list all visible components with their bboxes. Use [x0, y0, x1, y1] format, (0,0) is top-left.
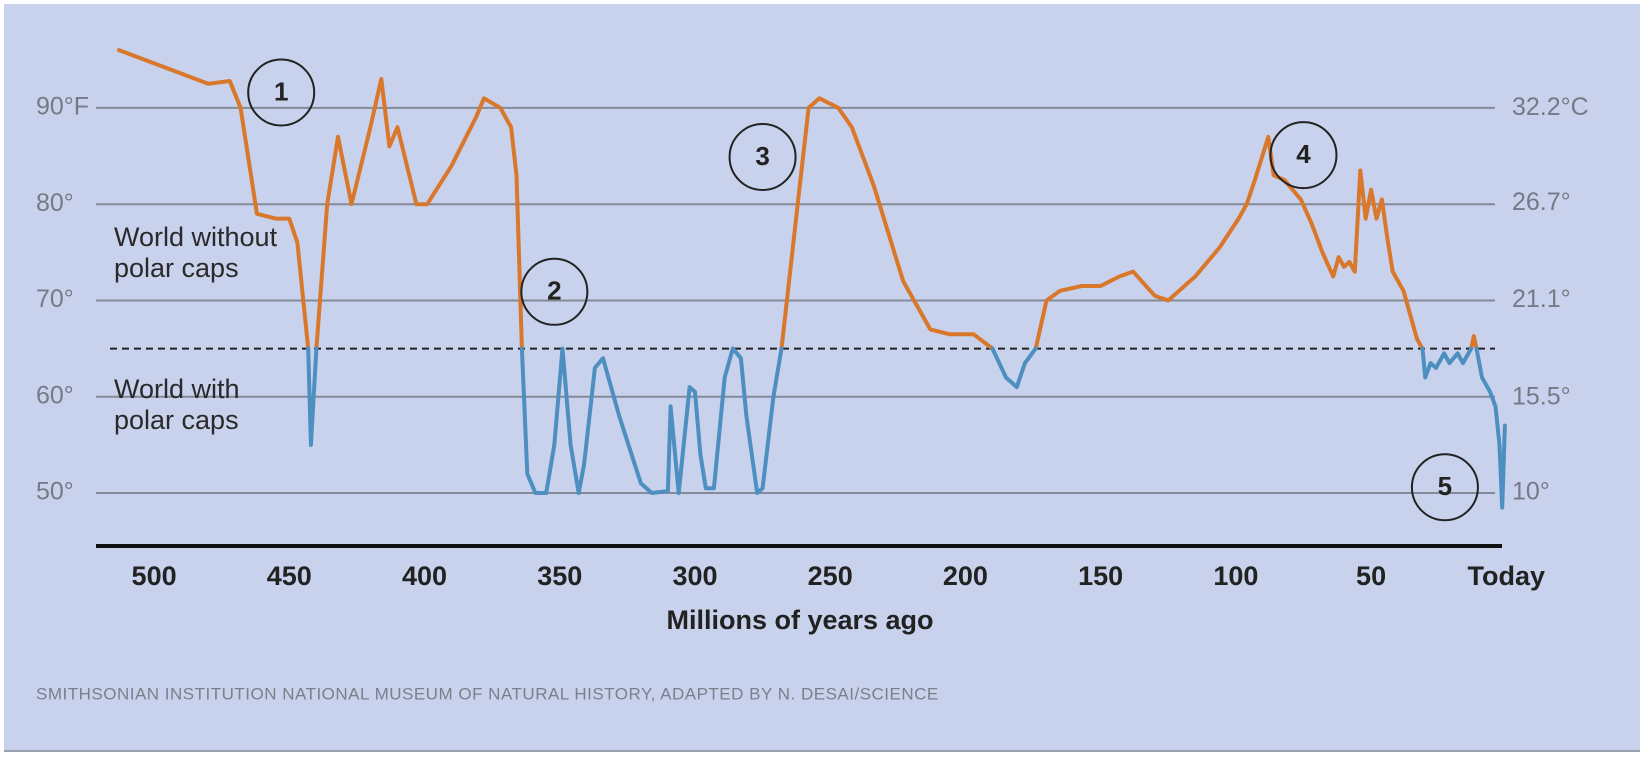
y2-tick-label: 15.5° [1512, 382, 1571, 410]
legend-label: World without polar caps [114, 222, 278, 283]
annotation-circle [728, 123, 797, 192]
chart-panel [4, 4, 1640, 752]
y-tick-label: 70° [36, 285, 74, 313]
y-tick-label: 80° [36, 189, 74, 217]
series-line [116, 48, 1479, 351]
annotation-circle [247, 58, 316, 127]
x-tick-label: 250 [808, 561, 853, 591]
y-tick-label: 60° [36, 381, 74, 409]
y2-tick-label: 32.2°C [1512, 93, 1589, 121]
annotation-label: 5 [1438, 471, 1452, 501]
annotation-label: 1 [274, 76, 288, 106]
x-tick-label: 500 [132, 561, 177, 591]
x-tick-label: 100 [1213, 561, 1258, 591]
y-tick-label: 50° [36, 478, 74, 506]
annotation-label: 2 [547, 276, 561, 306]
y-tick-label: 90°F [36, 93, 89, 121]
x-tick-label: 50 [1356, 561, 1386, 591]
annotation-circle [1269, 121, 1338, 190]
x-axis-label: Millions of years ago [666, 605, 933, 635]
x-tick-label: 200 [943, 561, 988, 591]
x-tick-label: 450 [267, 561, 312, 591]
annotation-circle [520, 257, 589, 326]
legend-label: World with polar caps [114, 374, 240, 435]
x-tick-label: 350 [537, 561, 582, 591]
x-tick-label: Today [1468, 561, 1546, 591]
annotation-circle [1410, 453, 1479, 522]
x-tick-label: 150 [1078, 561, 1123, 591]
y2-tick-label: 10° [1512, 478, 1550, 506]
y2-tick-label: 21.1° [1512, 285, 1571, 313]
annotation-label: 3 [755, 141, 769, 171]
series-line [306, 346, 1507, 510]
y2-tick-label: 26.7° [1512, 188, 1571, 216]
source: SMITHSONIAN INSTITUTION NATIONAL MUSEUM … [36, 684, 939, 703]
annotation-label: 4 [1296, 139, 1311, 169]
x-tick-label: 300 [672, 561, 717, 591]
x-tick-label: 400 [402, 561, 447, 591]
